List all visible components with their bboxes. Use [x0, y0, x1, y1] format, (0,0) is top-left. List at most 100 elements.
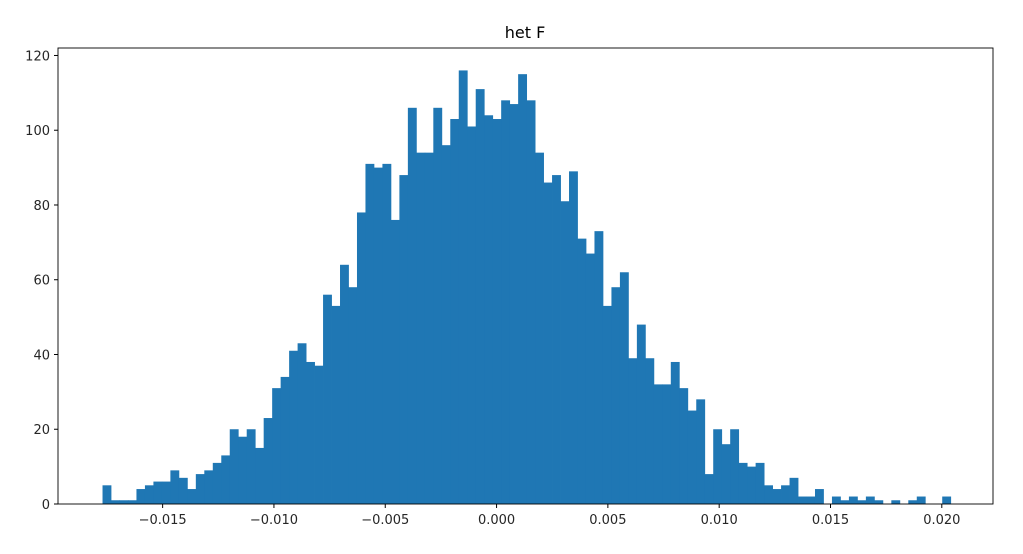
histogram-bar [577, 238, 587, 504]
x-tick-label: 0.000 [478, 513, 515, 528]
histogram-bar [611, 287, 621, 504]
histogram-bar [798, 496, 807, 504]
histogram-bar [365, 163, 375, 505]
histogram-bar [569, 171, 578, 504]
histogram-bar [848, 496, 858, 504]
x-tick-label: −0.005 [361, 513, 409, 528]
histogram-bar [195, 474, 205, 504]
histogram-bar [840, 500, 850, 504]
histogram-bar [687, 410, 697, 504]
y-tick-label: 0 [42, 498, 50, 513]
histogram-bar [679, 388, 689, 504]
histogram-bar [433, 107, 443, 504]
histogram-bar [908, 500, 918, 504]
histogram-bar [755, 462, 765, 504]
histogram-bar [747, 466, 757, 504]
histogram-bar [348, 287, 358, 504]
histogram-bar [297, 343, 307, 504]
histogram-bar [653, 384, 663, 504]
histogram-bar [373, 167, 383, 504]
histogram-bar [857, 500, 867, 504]
histogram-bar [229, 429, 239, 504]
histogram-bar [441, 145, 451, 504]
histogram-bar [161, 481, 171, 504]
x-tick-label: 0.005 [589, 513, 626, 528]
histogram-bar [212, 462, 222, 504]
histogram-bar [340, 264, 349, 504]
histogram-bar [526, 100, 536, 504]
histogram-bar [187, 489, 197, 504]
histogram-bar [127, 500, 137, 504]
histogram-bar [323, 294, 332, 504]
histogram-bar [382, 163, 392, 505]
histogram-bar [814, 489, 824, 504]
histogram-bar [585, 253, 595, 504]
histogram-bar [670, 361, 680, 504]
histogram-bar [475, 89, 485, 505]
histogram-bar [942, 496, 952, 504]
plot-frame [57, 47, 994, 505]
histogram-bar [509, 104, 519, 504]
histogram-bar [764, 485, 773, 504]
histogram-bar [730, 429, 740, 504]
histogram-bar [560, 201, 570, 504]
histogram-bar [721, 444, 731, 504]
histogram-bar [484, 115, 494, 504]
histogram-bar [518, 74, 528, 504]
histogram-bar [280, 376, 290, 504]
histogram-bar [492, 119, 502, 505]
histogram-bar [424, 152, 434, 504]
y-tick-label: 100 [25, 124, 50, 139]
histogram-bar [865, 496, 875, 504]
histogram-bar [153, 481, 163, 504]
histogram-bar [704, 474, 714, 504]
histogram-bar [602, 305, 612, 504]
histogram-bar [238, 436, 248, 504]
histogram-bar [874, 500, 884, 504]
histogram-bar [390, 219, 400, 504]
histogram-bar [713, 429, 723, 504]
histogram-bar [696, 399, 706, 504]
histogram-bar [619, 272, 629, 504]
y-tick-label: 20 [33, 423, 50, 438]
histogram-bar [399, 175, 409, 504]
histogram-bar [662, 384, 672, 504]
histogram-bar [628, 358, 638, 504]
histogram-bar [501, 100, 511, 504]
axes-group: −0.015 −0.010 −0.005 0.000 0.005 0.010 0.015 0.… [25, 47, 994, 528]
histogram-bar [314, 365, 324, 504]
histogram-bar [246, 429, 256, 504]
histogram-bar [450, 119, 460, 505]
histogram-bar [331, 305, 341, 504]
y-tick-label: 80 [33, 199, 50, 214]
histogram-bar [458, 70, 468, 504]
y-tick-label: 60 [33, 274, 50, 289]
histogram-bar [407, 107, 417, 504]
x-tick-label: 0.010 [701, 513, 738, 528]
y-tick-label: 40 [33, 348, 50, 363]
x-tick-label: 0.015 [812, 513, 849, 528]
histogram-bar [594, 231, 604, 505]
x-tick-label: −0.015 [139, 513, 187, 528]
histogram-bar [891, 500, 901, 504]
histogram-bar [306, 361, 315, 504]
x-tick-label: 0.020 [923, 513, 960, 528]
histogram-bar [144, 485, 154, 504]
histogram-bar [119, 500, 129, 504]
histogram-bar [416, 152, 426, 504]
bars-group [102, 70, 952, 505]
histogram-bar [738, 462, 748, 504]
histogram-bar [272, 388, 282, 504]
histogram-bar [831, 496, 841, 504]
chart-title: het F [505, 23, 546, 42]
histogram-bar [178, 477, 188, 504]
histogram-bar [356, 212, 366, 504]
histogram-bar [111, 500, 120, 504]
x-tick-label: −0.010 [250, 513, 298, 528]
histogram-bar [255, 447, 265, 504]
histogram-bar [781, 485, 790, 504]
histogram-bar [535, 152, 544, 504]
histogram-bar [789, 477, 799, 504]
histogram-bar [136, 489, 146, 504]
